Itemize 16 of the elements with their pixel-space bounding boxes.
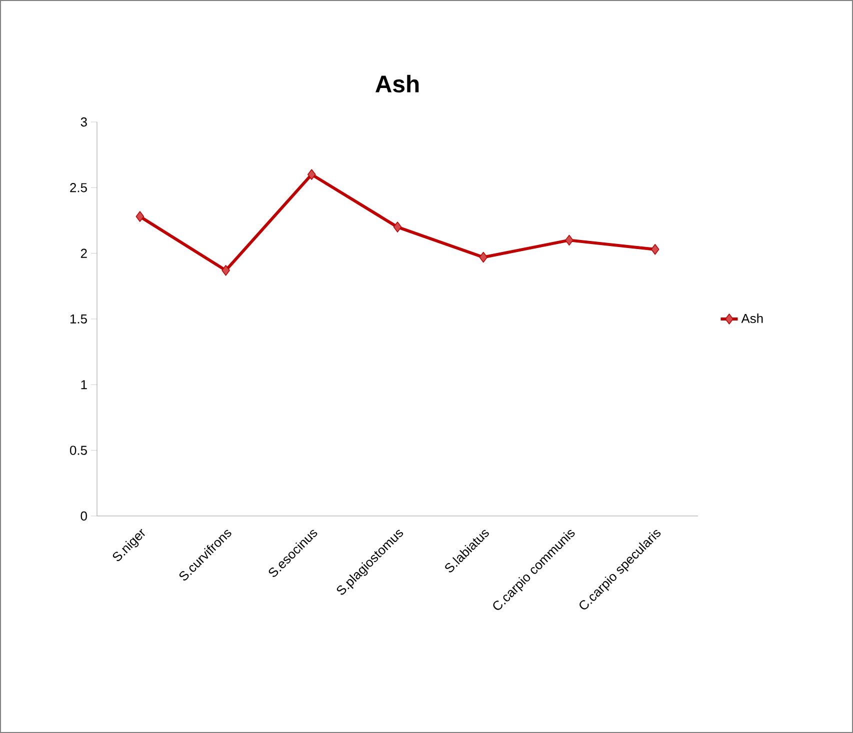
chart-title: Ash bbox=[376, 74, 419, 92]
point bbox=[479, 252, 488, 263]
point bbox=[222, 264, 230, 276]
y-tick-label: 3 bbox=[80, 117, 87, 127]
point bbox=[650, 244, 660, 255]
y-tick-label: 1.5 bbox=[70, 314, 87, 324]
point bbox=[565, 234, 574, 246]
point bbox=[393, 222, 402, 232]
y-tick-label: 2 bbox=[80, 248, 87, 258]
point bbox=[308, 169, 316, 180]
y-tick-label: 1 bbox=[81, 380, 87, 390]
y-tick-label: 0 bbox=[80, 511, 87, 521]
y-tick-label: 0.5 bbox=[70, 446, 87, 455]
y-tick-label: 2.5 bbox=[70, 183, 87, 192]
point bbox=[136, 211, 144, 222]
legend-label: Ash bbox=[741, 314, 763, 324]
